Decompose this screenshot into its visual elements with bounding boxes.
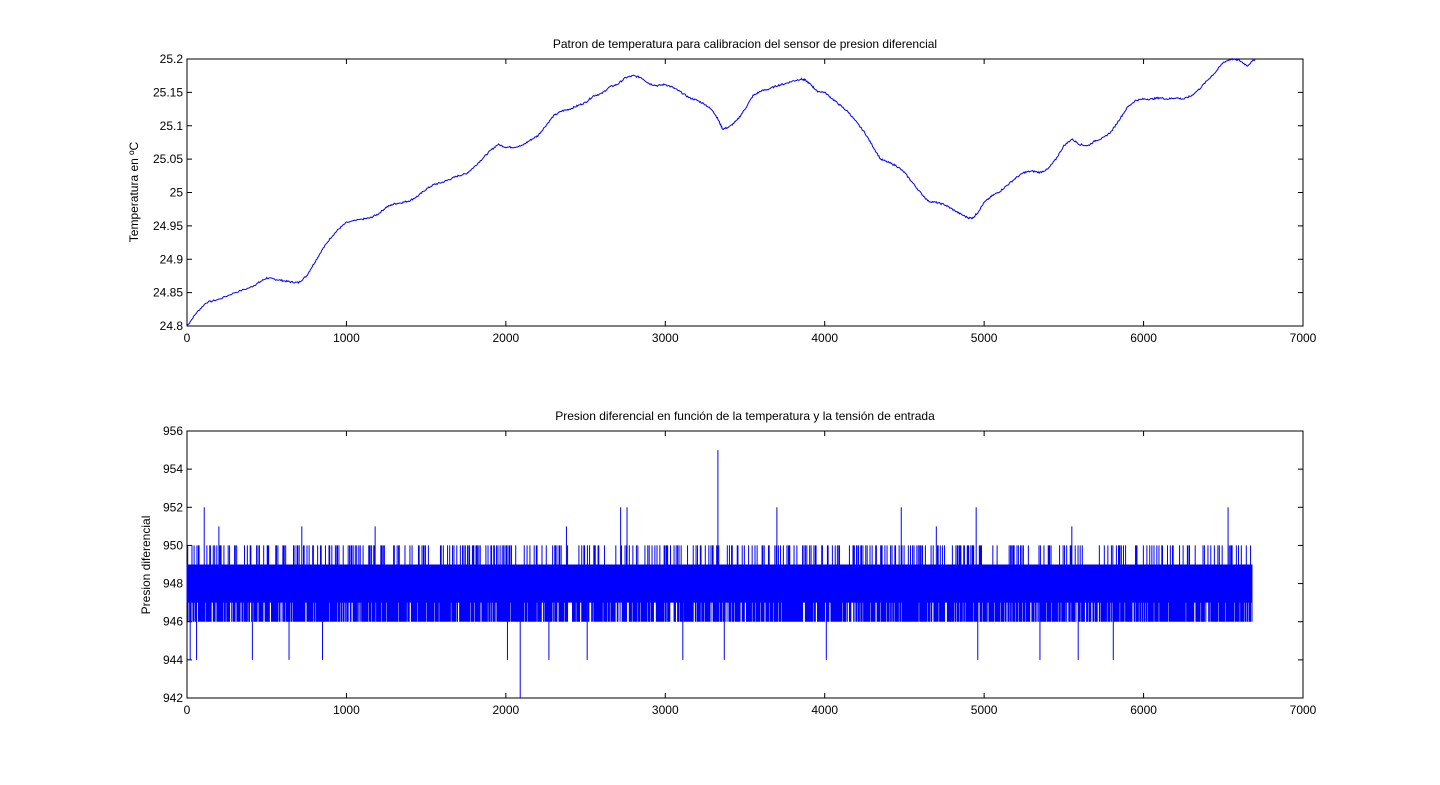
x-tick-label: 4000 (811, 331, 838, 345)
y-tick-label: 24.9 (160, 252, 184, 266)
y-tick-label: 946 (163, 615, 183, 629)
y-tick-label: 24.8 (160, 319, 184, 333)
temperature-plot-area (186, 58, 1304, 327)
y-tick-label: 25.15 (153, 85, 183, 99)
x-tick-label: 0 (184, 703, 191, 717)
x-tick-label: 1000 (333, 331, 360, 345)
y-tick-label: 952 (163, 500, 183, 514)
x-tick-label: 6000 (1130, 331, 1157, 345)
y-tick-label: 956 (163, 424, 183, 438)
y-tick-label: 944 (163, 653, 183, 667)
x-tick-label: 4000 (811, 703, 838, 717)
y-tick-label: 25.2 (160, 52, 184, 66)
pressure-subplot: Presion diferencial en función de la tem… (139, 409, 1317, 717)
y-tick-label: 942 (163, 691, 183, 705)
y-tick-label: 954 (163, 462, 183, 476)
pressure-y-axis-label: Presion diferencial (139, 516, 153, 615)
x-tick-label: 0 (184, 331, 191, 345)
y-tick-label: 25.05 (153, 152, 183, 166)
temperature-chart-title: Patron de temperatura para calibracion d… (553, 37, 937, 51)
x-tick-label: 6000 (1130, 703, 1157, 717)
x-tick-label: 7000 (1290, 703, 1317, 717)
y-tick-label: 24.85 (153, 286, 183, 300)
y-tick-label: 24.95 (153, 219, 183, 233)
temperature-axis-ticks: 0 1000 2000 3000 4000 5000 6000 7000 24.8 24.85 24… (153, 52, 1317, 345)
temperature-y-axis-label: Temperatura en ºC (127, 141, 141, 242)
x-tick-label: 2000 (493, 703, 520, 717)
x-tick-label: 3000 (652, 703, 679, 717)
pressure-chart-title: Presion diferencial en función de la tem… (555, 409, 935, 423)
pressure-axis-ticks: 0 1000 2000 3000 4000 5000 6000 7000 942 944 946 94… (163, 424, 1317, 717)
x-tick-label: 1000 (333, 703, 360, 717)
y-tick-label: 25 (170, 186, 184, 200)
y-tick-label: 950 (163, 538, 183, 552)
temperature-subplot: Patron de temperatura para calibracion d… (127, 37, 1317, 345)
y-tick-label: 25.1 (160, 119, 184, 133)
x-tick-label: 2000 (493, 331, 520, 345)
temperature-series-group (186, 57, 1256, 327)
pressure-noise-band (186, 545, 1253, 622)
y-tick-label: 948 (163, 577, 183, 591)
x-tick-label: 5000 (971, 703, 998, 717)
temperature-line (186, 57, 1256, 327)
pressure-series-group (186, 450, 1253, 698)
x-tick-label: 3000 (652, 331, 679, 345)
x-tick-label: 7000 (1290, 331, 1317, 345)
x-tick-label: 5000 (971, 331, 998, 345)
